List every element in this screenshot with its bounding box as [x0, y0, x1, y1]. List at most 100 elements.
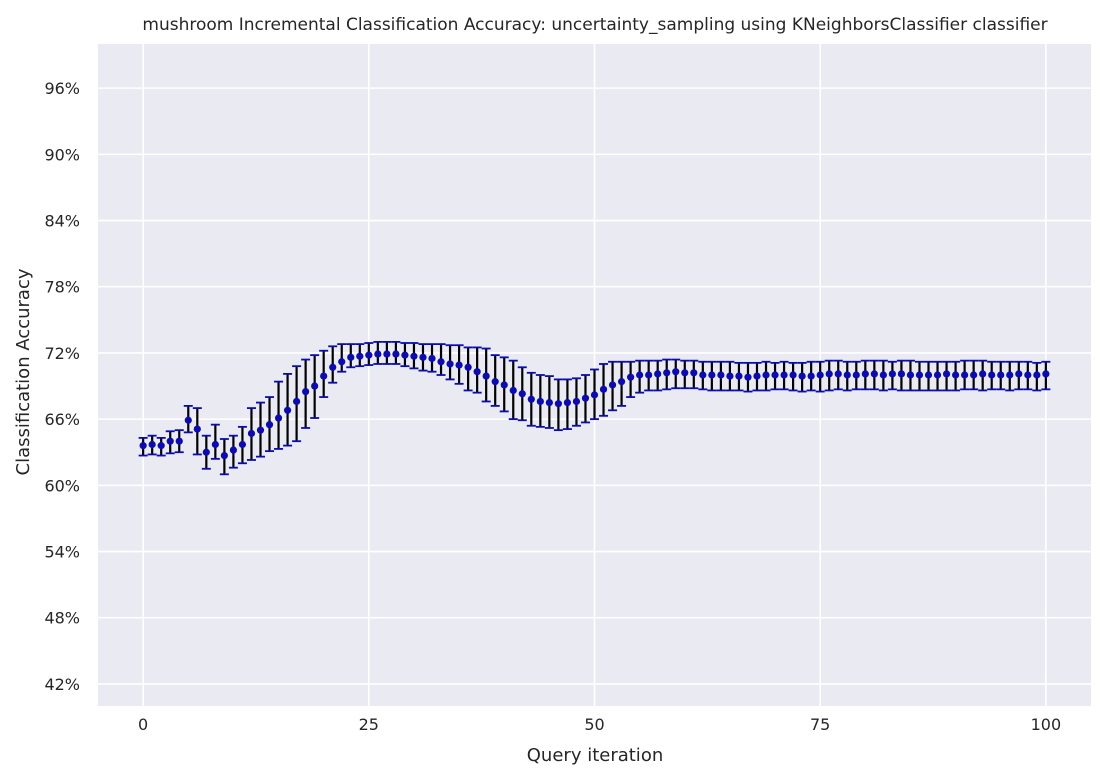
- data-point: [545, 398, 553, 407]
- data-point: [401, 351, 409, 359]
- y-tick-label: 78%: [44, 278, 80, 297]
- data-point: [320, 372, 328, 380]
- y-tick-label: 54%: [44, 543, 80, 562]
- data-point: [283, 406, 292, 414]
- data-point: [780, 371, 788, 379]
- data-point: [428, 354, 436, 363]
- data-point: [563, 398, 572, 407]
- data-point: [329, 363, 337, 371]
- data-point: [608, 381, 617, 389]
- data-point: [347, 353, 355, 361]
- data-point: [852, 371, 860, 379]
- x-tick-label: 0: [138, 715, 148, 734]
- data-point: [148, 440, 156, 449]
- y-tick-label: 48%: [44, 609, 80, 628]
- data-point: [834, 370, 842, 378]
- data-point: [482, 372, 490, 380]
- x-tick-label: 50: [584, 715, 604, 734]
- data-point: [672, 368, 680, 376]
- data-point: [997, 371, 1005, 379]
- data-point: [708, 371, 716, 379]
- data-point: [645, 371, 653, 379]
- y-axis-label: Classification Accuracy: [13, 268, 34, 475]
- data-point: [419, 353, 427, 361]
- data-point: [229, 446, 238, 454]
- data-point: [184, 416, 192, 424]
- data-point: [238, 440, 247, 449]
- data-point: [302, 387, 310, 396]
- data-point: [500, 381, 508, 389]
- y-tick-label: 66%: [44, 410, 80, 429]
- data-point: [536, 397, 544, 406]
- data-point: [491, 378, 499, 386]
- x-axis-label: Query iteration: [527, 745, 663, 766]
- data-point: [509, 386, 517, 395]
- data-point: [879, 371, 887, 379]
- data-point: [139, 442, 147, 450]
- data-point: [699, 371, 707, 379]
- data-point: [157, 442, 165, 450]
- data-point: [311, 382, 319, 390]
- y-tick-label: 96%: [44, 79, 80, 98]
- data-point: [356, 352, 364, 360]
- data-point: [572, 397, 581, 406]
- data-point: [663, 369, 671, 377]
- data-point: [590, 391, 599, 399]
- data-point: [807, 372, 815, 380]
- data-point: [464, 363, 472, 371]
- data-point: [961, 371, 969, 379]
- data-point: [202, 448, 210, 456]
- data-point: [744, 373, 752, 381]
- data-point: [861, 370, 869, 378]
- data-point: [825, 370, 833, 378]
- data-point: [265, 421, 274, 429]
- data-point: [1015, 370, 1023, 378]
- data-point: [374, 350, 382, 358]
- data-point: [735, 372, 743, 380]
- data-point: [870, 370, 878, 378]
- x-tick-label: 75: [810, 715, 830, 734]
- data-point: [681, 369, 689, 377]
- data-point: [365, 351, 373, 359]
- data-point: [924, 371, 933, 379]
- tick-label-layer: 42% 48% 54% 60% 66% 72% 78% 84% 90% 96% 0 25 50 75 100: [44, 79, 1061, 734]
- data-point: [816, 371, 824, 379]
- data-point: [455, 361, 463, 369]
- y-tick-label: 90%: [44, 145, 80, 164]
- y-tick-label: 72%: [44, 344, 80, 363]
- y-tick-label: 42%: [44, 675, 80, 694]
- data-point: [771, 371, 779, 379]
- data-point: [753, 372, 761, 380]
- data-point: [627, 373, 635, 381]
- data-point: [1033, 371, 1041, 379]
- data-point: [636, 371, 644, 379]
- data-point: [410, 352, 418, 360]
- data-point: [274, 414, 283, 422]
- y-tick-label: 84%: [44, 212, 80, 231]
- x-tick-label: 100: [1031, 715, 1062, 734]
- data-point: [933, 371, 942, 379]
- data-point: [473, 368, 481, 376]
- data-point: [175, 437, 183, 445]
- data-point: [518, 390, 526, 398]
- data-point: [654, 370, 662, 378]
- data-point: [338, 358, 346, 366]
- data-point: [726, 372, 734, 380]
- data-point: [527, 395, 535, 403]
- data-point: [617, 378, 626, 386]
- data-point: [256, 426, 265, 434]
- data-point: [942, 370, 951, 378]
- data-point: [1042, 370, 1050, 378]
- data-point: [293, 397, 301, 406]
- data-point: [446, 360, 454, 368]
- data-point: [897, 370, 906, 378]
- data-point: [599, 385, 608, 393]
- data-point: [220, 451, 228, 460]
- data-point: [392, 350, 400, 358]
- data-point: [789, 371, 797, 379]
- data-point: [798, 372, 806, 380]
- data-point: [988, 371, 996, 379]
- data-point: [888, 370, 897, 378]
- data-point: [1006, 371, 1014, 379]
